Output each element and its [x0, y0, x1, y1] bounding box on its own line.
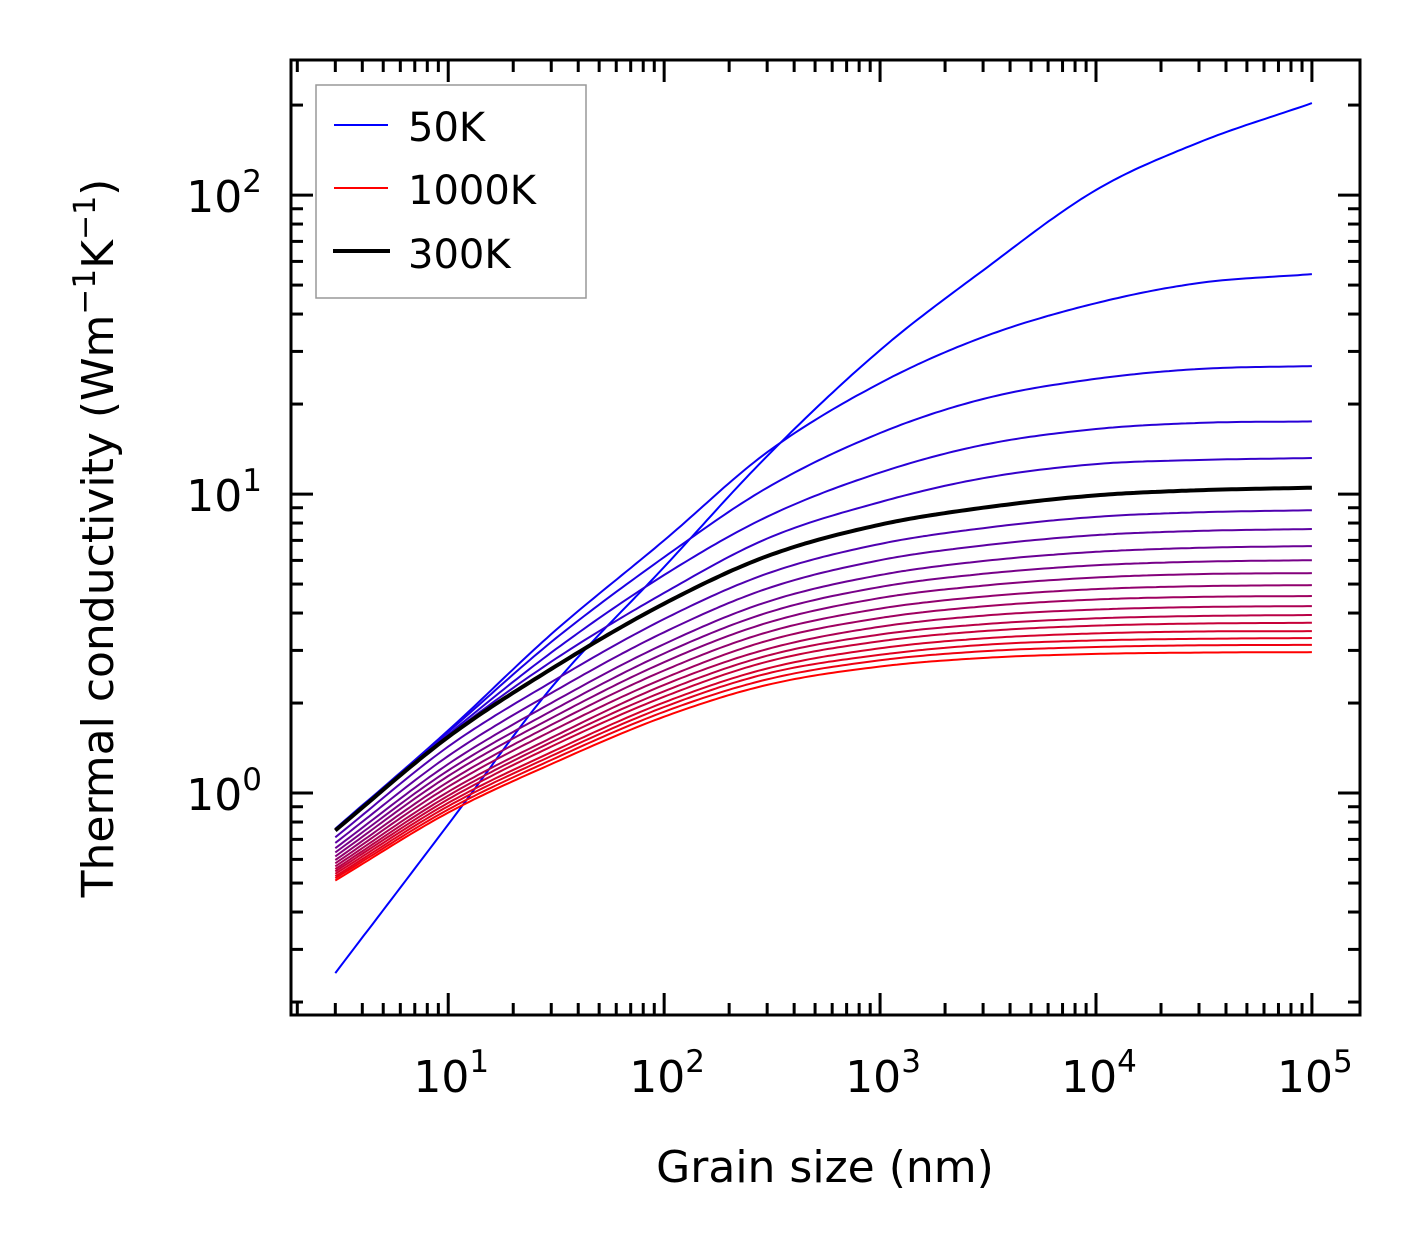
series-line-850k: [334, 630, 1312, 875]
x-tick-label: 105: [1277, 1044, 1353, 1103]
series-line-250k: [334, 457, 1312, 832]
series-line-50k: [334, 102, 1313, 974]
series-line-700k: [334, 605, 1312, 868]
y-axis-label-exp1: −1: [67, 269, 103, 315]
series-line-150k: [334, 365, 1312, 831]
series-line-400k: [334, 528, 1312, 844]
series-line-200k: [334, 420, 1312, 831]
y-axis-label-k: K: [73, 239, 124, 269]
y-axis-label-end: ): [73, 179, 124, 196]
x-tick-label: 101: [413, 1044, 489, 1103]
series-line-600k: [334, 584, 1312, 861]
plot-frame: [289, 58, 1362, 1017]
legend-box: [315, 84, 587, 299]
series-line-500k: [334, 559, 1312, 854]
y-tick-label: 101: [186, 463, 262, 522]
legend-label-50k: 50K: [408, 105, 487, 151]
ticks-layer: [291, 60, 1360, 1015]
x-tick-labels: 101 102 103 104 105: [413, 1044, 1352, 1103]
legend-entry-300k: 300K: [333, 232, 512, 278]
y-axis-label-exp2: −1: [68, 196, 103, 240]
series-line-950k: [334, 643, 1312, 880]
legend-entry-50k: 50K: [334, 105, 487, 151]
series-line-900k: [334, 637, 1312, 878]
series-line-100k: [334, 273, 1312, 830]
series-line-750k: [334, 614, 1312, 870]
x-tick-label: 102: [629, 1044, 705, 1103]
legend-label-1000k: 1000K: [408, 168, 538, 214]
legend-entry-1000k: 1000K: [334, 168, 538, 214]
series-line-800k: [334, 621, 1312, 873]
y-tick-labels: 100 101 102: [186, 164, 262, 821]
series-line-350k: [334, 509, 1312, 839]
y-tick-label: 102: [186, 164, 262, 223]
legend: 50K 1000K 300K: [315, 84, 587, 299]
x-axis-label: Grain size (nm): [656, 1142, 994, 1193]
y-axis-label: Thermal conductivity (Wm−1K−1): [67, 179, 124, 899]
y-tick-label: 100: [186, 762, 262, 821]
y-axis-label-base: Thermal conductivity (Wm: [73, 315, 124, 899]
series-line-1000k: [334, 651, 1312, 882]
x-tick-label: 104: [1061, 1044, 1137, 1103]
x-tick-label: 103: [845, 1044, 921, 1103]
legend-label-300k: 300K: [408, 232, 512, 278]
series-line-450k: [334, 545, 1312, 850]
series-layer: [334, 102, 1313, 974]
series-line-300k: [334, 485, 1312, 832]
series-line-550k: [334, 572, 1312, 858]
series-line-650k: [334, 595, 1312, 865]
